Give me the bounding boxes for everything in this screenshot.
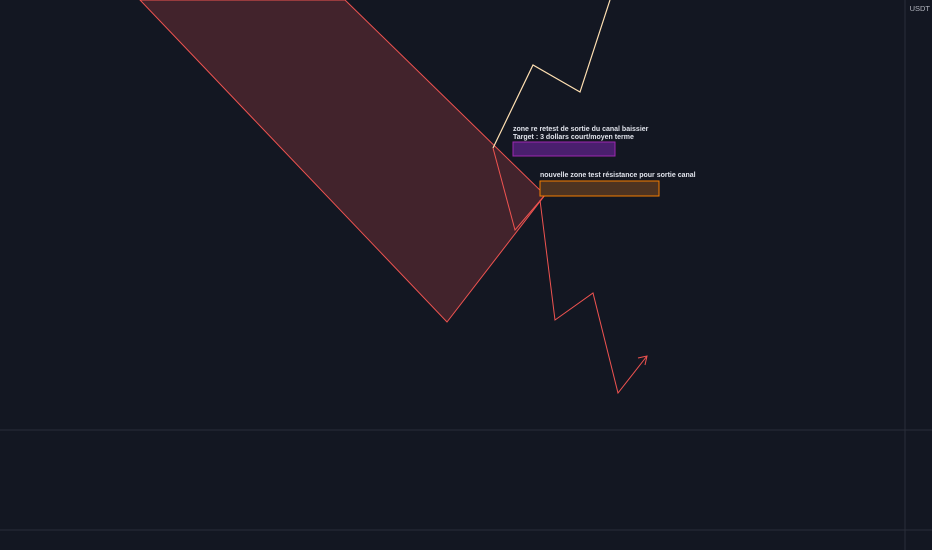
resistance-zone	[539, 180, 660, 197]
retest-zone	[512, 141, 616, 157]
unit-label: USDT	[910, 4, 931, 13]
bullish-path	[492, 0, 611, 149]
annotation: nouvelle zone test résistance pour sorti…	[540, 172, 696, 179]
arrow-head	[637, 355, 648, 366]
retest-path	[492, 147, 546, 232]
axes: USDT	[910, 4, 931, 13]
annotation: zone re retest de sortie du canal baissi…	[513, 126, 649, 133]
bearish-path	[539, 199, 648, 395]
drawings: zone re retest de sortie du canal baissi…	[492, 0, 696, 395]
annotation: Target : 3 dollars court/moyen terme	[513, 134, 634, 141]
